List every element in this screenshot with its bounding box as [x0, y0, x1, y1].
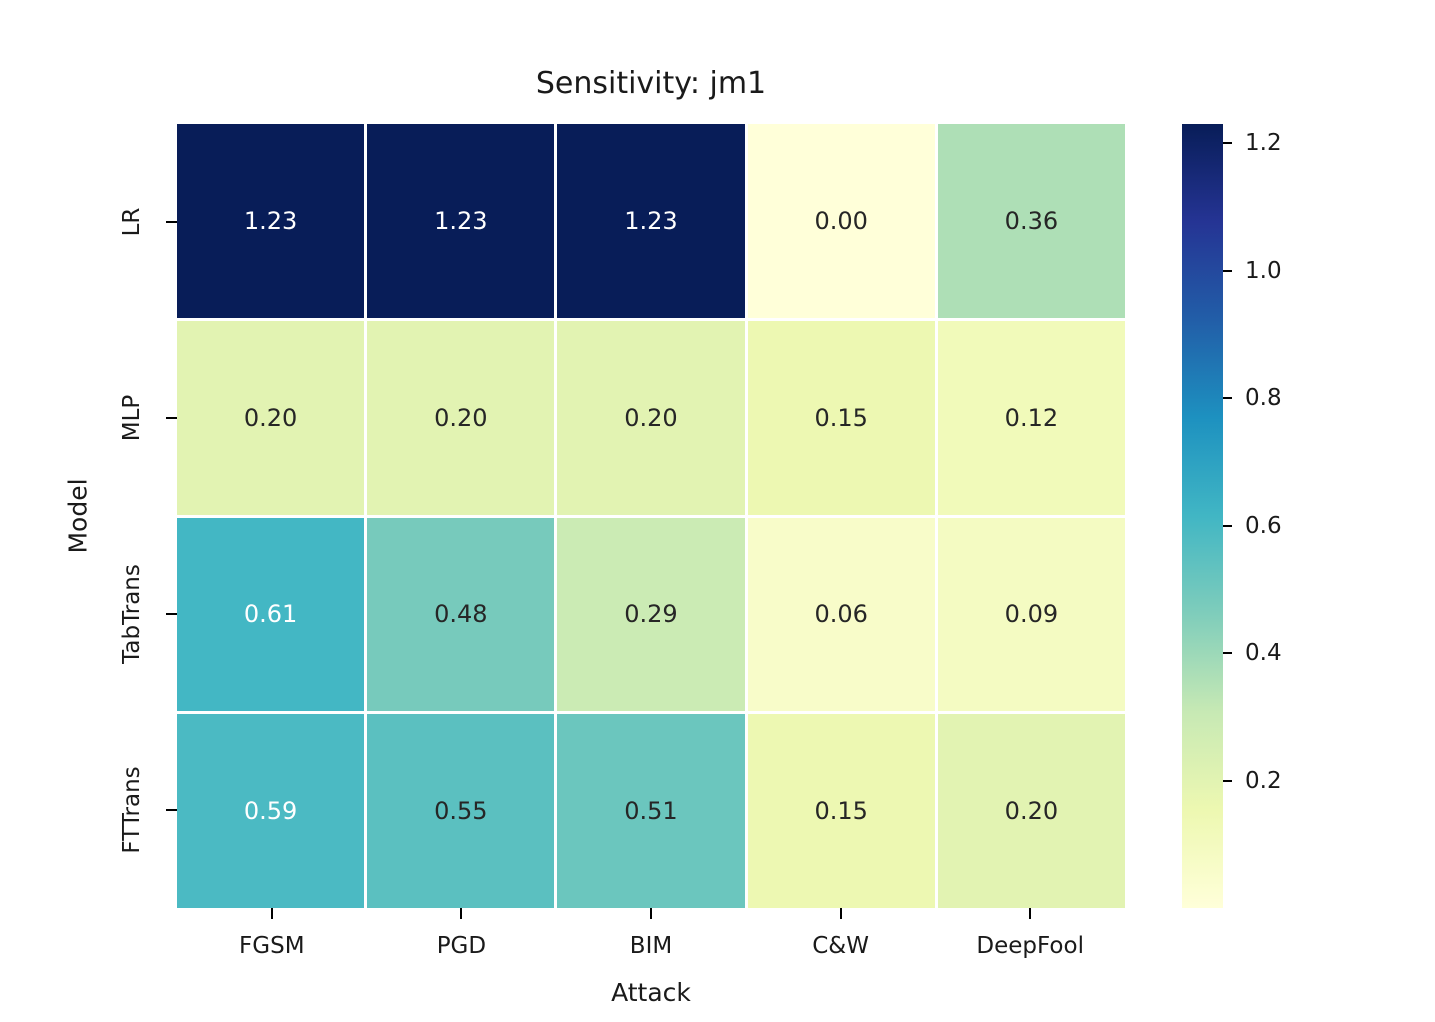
heatmap-cell: 0.20: [557, 320, 745, 515]
tick-mark: [1223, 652, 1232, 655]
heatmap-cell: 0.55: [367, 714, 555, 908]
chart-title: Sensitivity: jm1: [535, 66, 767, 101]
heatmap-cell: 0.12: [937, 320, 1125, 515]
heatmap-cell: 0.20: [177, 320, 365, 515]
y-tick-label: LR: [119, 207, 145, 237]
x-tick-label: PGD: [436, 933, 487, 959]
tick-mark: [1029, 908, 1032, 919]
heatmap-cell: 0.15: [747, 714, 935, 908]
heatmap-cell: 0.61: [177, 517, 365, 712]
y-tick-label: MLP: [119, 394, 145, 442]
heatmap-cell: 0.51: [557, 714, 745, 908]
tick-mark: [166, 417, 177, 419]
tick-mark: [460, 908, 463, 919]
colorbar-tick-label: 1.2: [1245, 130, 1282, 157]
colorbar-tick-label: 0.2: [1245, 767, 1282, 794]
tick-mark: [270, 908, 273, 919]
tick-mark: [166, 613, 177, 615]
x-tick-label: FGSM: [239, 933, 305, 959]
tick-mark: [650, 908, 652, 919]
colorbar-tick-label: 0.8: [1245, 385, 1282, 412]
heatmap-cell: 0.36: [937, 124, 1125, 318]
heatmap-cell: 0.00: [747, 124, 935, 318]
colorbar-tick-label: 0.4: [1245, 640, 1282, 667]
heatmap-cell: 0.48: [367, 517, 555, 712]
colorbar: [1182, 124, 1223, 908]
heatmap-cell: 0.09: [937, 517, 1125, 712]
heatmap-cell: 0.20: [367, 320, 555, 515]
heatmap-cell: 0.29: [557, 517, 745, 712]
tick-mark: [1223, 779, 1232, 782]
tick-mark: [1223, 524, 1232, 527]
tick-mark: [839, 908, 842, 919]
tick-mark: [166, 809, 177, 811]
tick-mark: [1223, 397, 1232, 400]
x-tick-label: BIM: [629, 933, 673, 959]
y-tick-label: TabTrans: [119, 564, 145, 664]
tick-mark: [1223, 269, 1232, 272]
x-tick-label: C&W: [812, 933, 869, 959]
heatmap-cell: 0.20: [937, 714, 1125, 908]
heatmap-cell: 1.23: [367, 124, 555, 318]
heatmap-cell: 1.23: [557, 124, 745, 318]
y-tick-label: FTTrans: [119, 766, 145, 854]
y-axis-title: Model: [63, 478, 93, 554]
heatmap-cell: 1.23: [177, 124, 365, 318]
colorbar-tick-label: 1.0: [1245, 257, 1282, 284]
x-axis-title: Attack: [611, 978, 691, 1007]
tick-mark: [1223, 142, 1232, 145]
tick-mark: [166, 221, 177, 223]
heatmap-cell: 0.59: [177, 714, 365, 908]
colorbar-tick-label: 0.6: [1245, 512, 1282, 539]
x-tick-label: DeepFool: [976, 933, 1084, 959]
heatmap-grid: 1.23 1.23 1.23 0.00 0.36 0.20 0.20 0.20 0.15 0.12…: [177, 124, 1125, 908]
heatmap-cell: 0.15: [747, 320, 935, 515]
heatmap-cell: 0.06: [747, 517, 935, 712]
